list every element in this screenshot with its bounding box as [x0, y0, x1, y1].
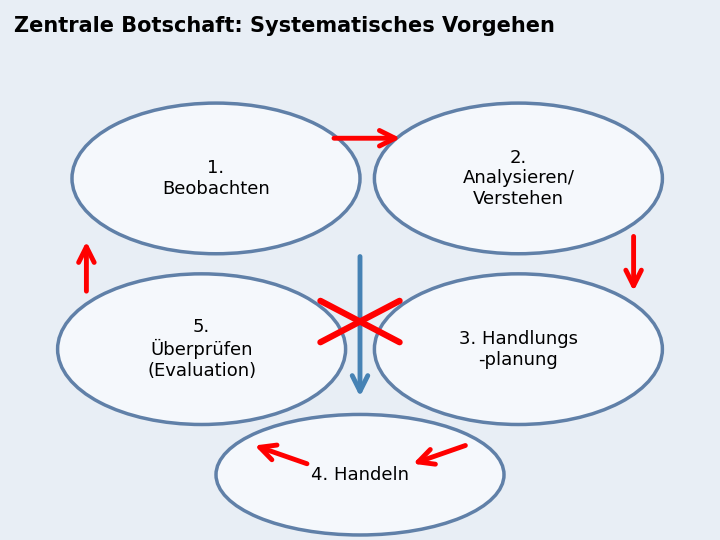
Ellipse shape [374, 103, 662, 254]
Ellipse shape [58, 274, 346, 424]
Text: 4. Handeln: 4. Handeln [311, 465, 409, 484]
Text: Zentrale Botschaft: Systematisches Vorgehen: Zentrale Botschaft: Systematisches Vorge… [14, 16, 555, 36]
Ellipse shape [72, 103, 360, 254]
Ellipse shape [374, 274, 662, 424]
Text: 2.
Analysieren/
Verstehen: 2. Analysieren/ Verstehen [462, 148, 575, 208]
Text: 3. Handlungs
-planung: 3. Handlungs -planung [459, 330, 578, 369]
Ellipse shape [216, 415, 504, 535]
Text: 5.
Überprüfen
(Evaluation): 5. Überprüfen (Evaluation) [147, 318, 256, 380]
Text: 1.
Beobachten: 1. Beobachten [162, 159, 270, 198]
